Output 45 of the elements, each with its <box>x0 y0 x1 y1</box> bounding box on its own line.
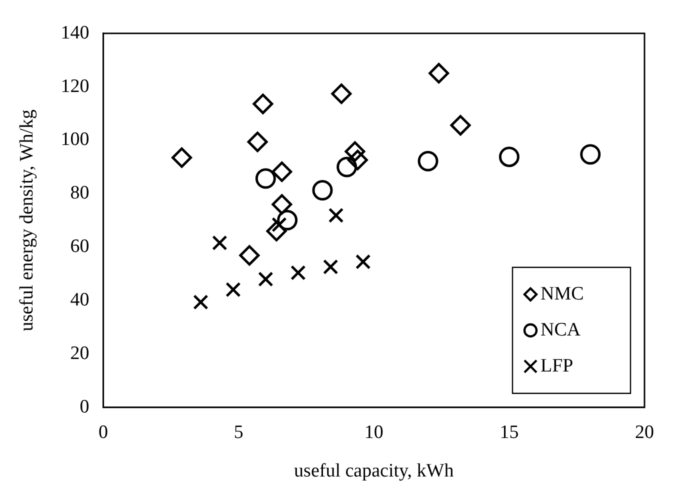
point <box>331 84 352 104</box>
point <box>239 245 260 266</box>
point <box>172 147 192 168</box>
y-tick-label: 140 <box>60 22 90 44</box>
point <box>428 62 450 84</box>
point <box>290 265 306 280</box>
point <box>212 235 228 250</box>
y-tick-label: 60 <box>70 236 90 258</box>
point <box>252 94 274 114</box>
y-tick-label: 40 <box>70 290 90 311</box>
y-tick-label: 20 <box>70 342 90 364</box>
x-tick-label: 5 <box>234 422 244 443</box>
point <box>322 259 338 274</box>
point <box>347 150 368 170</box>
x-tick-label: 10 <box>364 422 384 443</box>
point <box>498 146 520 168</box>
point <box>272 162 292 182</box>
point <box>336 156 358 178</box>
y-axis-title: useful energy density, Wh/kg <box>16 109 38 332</box>
point <box>450 115 471 136</box>
point <box>226 282 241 298</box>
point <box>258 272 274 287</box>
x-axis-title: useful capacity, kWh <box>294 460 454 482</box>
point <box>247 132 268 152</box>
point <box>418 150 438 172</box>
y-tick-label: 80 <box>70 182 90 204</box>
legend-label: LFP <box>540 355 574 376</box>
point <box>277 210 298 230</box>
y-tick-label: 100 <box>60 129 90 150</box>
point <box>255 168 276 189</box>
point <box>193 294 208 310</box>
point <box>272 194 292 215</box>
point <box>312 180 333 200</box>
point <box>580 144 601 165</box>
point <box>328 208 344 223</box>
point <box>355 254 371 270</box>
point <box>344 141 366 162</box>
legend-label: NMC <box>540 283 584 304</box>
x-tick-label: 15 <box>500 422 519 443</box>
y-tick-label: 0 <box>80 396 90 418</box>
y-tick-label: 120 <box>60 76 90 97</box>
x-tick-label: 0 <box>98 422 108 443</box>
legend-label: NCA <box>540 319 581 340</box>
x-tick-label: 20 <box>635 422 654 443</box>
point <box>266 220 287 242</box>
